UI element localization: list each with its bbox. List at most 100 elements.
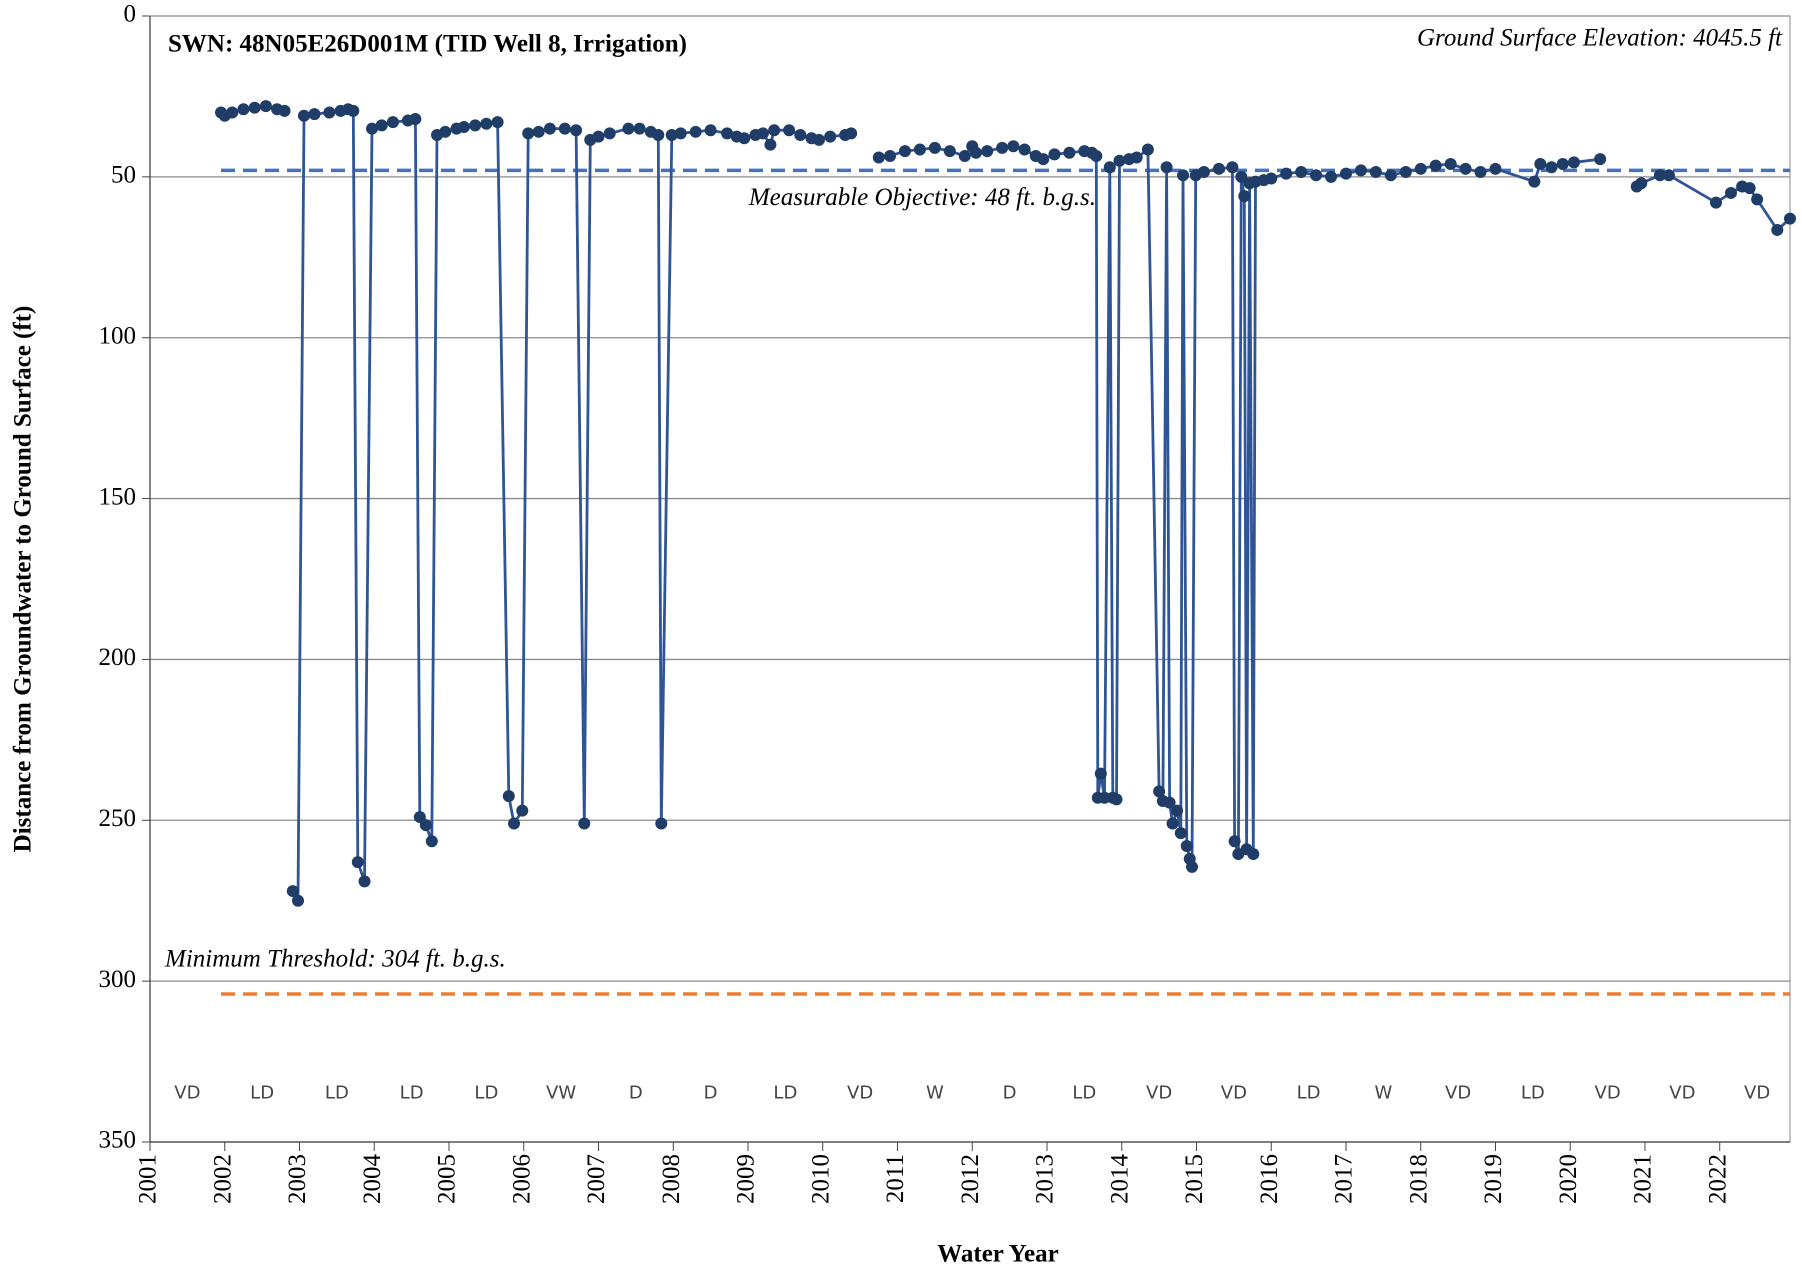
data-point <box>1771 223 1784 236</box>
data-point <box>1163 796 1176 809</box>
data-point <box>1354 164 1367 177</box>
y-axis-label: Distance from Groundwater to Ground Surf… <box>10 306 37 853</box>
data-point <box>652 129 665 142</box>
x-axis-label: Water Year <box>937 1241 1058 1268</box>
water-year-type: LD <box>325 1083 349 1104</box>
data-point <box>248 101 261 114</box>
data-point <box>1724 186 1737 199</box>
data-point <box>347 104 360 117</box>
data-point <box>1784 212 1796 225</box>
data-point <box>237 103 250 116</box>
data-point <box>1280 167 1293 180</box>
data-point <box>259 100 272 113</box>
data-point <box>1339 167 1352 180</box>
data-point <box>570 124 583 137</box>
data-point <box>958 149 971 162</box>
data-point <box>872 151 885 164</box>
water-year-type: LD <box>773 1083 797 1104</box>
data-point <box>764 138 777 151</box>
data-point <box>633 122 646 135</box>
data-point <box>366 122 379 135</box>
data-point <box>738 132 751 145</box>
data-point <box>425 835 438 848</box>
data-point <box>783 124 796 137</box>
data-point <box>1197 166 1210 179</box>
data-point <box>351 856 364 869</box>
data-point <box>508 817 521 830</box>
water-year-type: VW <box>546 1083 576 1104</box>
data-point <box>308 108 321 121</box>
data-point <box>1384 169 1397 182</box>
x-tick-label: 2011 <box>882 1154 909 1203</box>
data-point <box>898 145 911 158</box>
data-point <box>502 790 515 803</box>
water-year-type: LD <box>474 1083 498 1104</box>
data-point <box>704 124 717 137</box>
x-tick-label: 2007 <box>583 1154 610 1204</box>
data-point <box>1414 162 1427 175</box>
water-year-type: W <box>926 1083 944 1104</box>
data-point <box>1153 785 1166 798</box>
data-point <box>409 112 422 125</box>
data-point <box>1534 157 1547 170</box>
data-point <box>469 119 482 132</box>
data-point <box>1141 143 1154 156</box>
data-point <box>756 127 769 140</box>
y-tick-label: 200 <box>99 644 137 671</box>
data-point <box>981 145 994 158</box>
data-point <box>1265 172 1278 185</box>
x-tick-label: 2020 <box>1555 1154 1582 1204</box>
x-tick-label: 2008 <box>658 1154 685 1204</box>
data-point <box>1594 153 1607 166</box>
data-point <box>622 122 635 135</box>
data-point <box>794 129 807 142</box>
data-point <box>1180 840 1193 853</box>
data-point <box>592 130 605 143</box>
water-year-type: VD <box>847 1083 873 1104</box>
x-tick-label: 2022 <box>1704 1154 1731 1204</box>
x-tick-label: 2002 <box>209 1154 236 1204</box>
data-point <box>1228 835 1241 848</box>
data-point <box>1098 791 1111 804</box>
data-point <box>913 143 926 156</box>
data-point <box>1177 169 1190 182</box>
x-tick-label: 2015 <box>1181 1154 1208 1204</box>
data-point <box>419 819 432 832</box>
water-year-type: LD <box>400 1083 424 1104</box>
water-year-type: D <box>1003 1083 1017 1104</box>
data-point <box>943 145 956 158</box>
data-point <box>1528 175 1541 188</box>
x-tick-label: 2003 <box>284 1154 311 1204</box>
x-tick-label: 2018 <box>1405 1154 1432 1204</box>
data-point <box>996 141 1009 154</box>
data-point <box>323 106 336 119</box>
water-year-type: VD <box>1744 1083 1770 1104</box>
data-point <box>297 109 310 122</box>
data-point <box>1325 170 1338 183</box>
water-year-type: VD <box>174 1083 200 1104</box>
data-point <box>1310 169 1323 182</box>
data-point <box>491 116 504 129</box>
data-point <box>1166 817 1179 830</box>
data-point <box>721 127 734 140</box>
data-point <box>386 116 399 129</box>
data-point <box>928 141 941 154</box>
data-point <box>1444 157 1457 170</box>
data-point <box>457 120 470 133</box>
data-point <box>1063 146 1076 159</box>
water-year-type: VD <box>1669 1083 1695 1104</box>
data-point <box>1090 149 1103 162</box>
data-point <box>532 125 545 138</box>
y-tick-label: 150 <box>99 483 137 510</box>
water-year-type: D <box>704 1083 718 1104</box>
reference-label: Measurable Objective: 48 ft. b.g.s. <box>748 184 1096 211</box>
data-point <box>522 127 535 140</box>
data-point <box>845 127 858 140</box>
data-point <box>1635 177 1648 190</box>
data-point <box>1662 169 1675 182</box>
data-point <box>439 125 452 138</box>
water-year-type: VD <box>1445 1083 1471 1104</box>
data-point <box>292 894 305 907</box>
x-tick-label: 2016 <box>1256 1154 1283 1204</box>
